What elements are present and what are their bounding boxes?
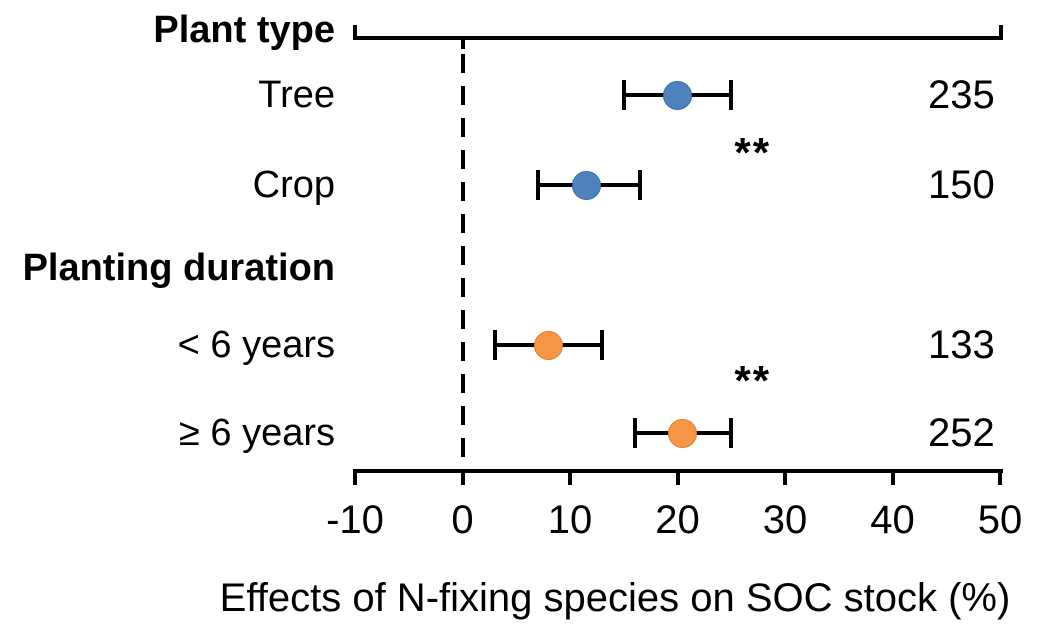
mean-marker <box>663 80 692 110</box>
x-tick-label: -10 <box>326 498 384 542</box>
x-tick-label: 20 <box>655 498 700 542</box>
ci-cap-left <box>492 330 497 360</box>
mean-marker <box>534 330 563 360</box>
group-label: Planting duration <box>22 247 335 289</box>
x-tick-label: 0 <box>451 498 474 542</box>
x-tick <box>460 473 465 485</box>
top-axis-zero-tick <box>460 40 465 49</box>
mean-marker <box>571 170 601 200</box>
x-tick-label: 10 <box>547 498 593 542</box>
x-tick <box>675 473 680 485</box>
zero-reference-line <box>460 54 465 469</box>
x-tick <box>783 473 787 485</box>
count-label: 133 <box>928 323 995 367</box>
row-label: < 6 years <box>177 324 335 366</box>
significance-stars: ** <box>734 357 772 404</box>
x-tick-label: 30 <box>762 498 808 542</box>
row-label: Tree <box>258 74 335 116</box>
ci-cap-left <box>535 170 540 200</box>
ci-cap-left <box>632 418 637 448</box>
x-axis-title: Effects of N-fixing species on SOC stock… <box>219 576 1011 620</box>
count-label: 150 <box>928 163 995 207</box>
x-tick <box>998 473 1002 485</box>
ci-cap-right <box>729 80 734 110</box>
significance-stars: ** <box>734 129 772 176</box>
top-axis <box>353 36 1003 40</box>
mean-marker <box>668 418 698 448</box>
x-tick-label: 40 <box>870 498 915 542</box>
ci-cap-right <box>637 170 642 200</box>
count-label: 235 <box>928 73 995 117</box>
x-tick <box>353 473 357 485</box>
group-label: Plant type <box>153 9 335 51</box>
top-axis-right-cap <box>999 25 1003 38</box>
row-label: Crop <box>252 164 335 206</box>
ci-cap-left <box>621 80 626 110</box>
ci-cap-right <box>600 330 605 360</box>
top-axis-left-cap <box>353 25 357 38</box>
x-tick <box>568 473 572 485</box>
count-label: 252 <box>928 411 995 455</box>
bottom-axis <box>353 469 1003 473</box>
x-tick-label: 50 <box>977 498 1023 542</box>
x-tick <box>890 473 895 485</box>
row-label: ≥ 6 years <box>178 412 335 454</box>
ci-cap-right <box>729 418 734 448</box>
